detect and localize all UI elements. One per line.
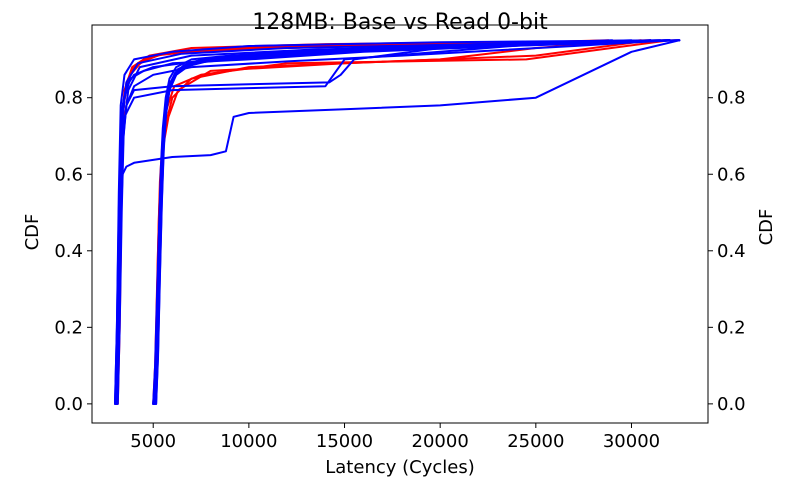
series-line-read0-19 xyxy=(155,39,633,405)
x-axis: 5000 10000 15000 20000 25000 30000 xyxy=(130,423,660,452)
series-line-read0-15 xyxy=(116,39,681,405)
x-tick-label: 5000 xyxy=(130,431,176,452)
x-tick-label: 10000 xyxy=(220,431,277,452)
series-line-base-2 xyxy=(114,39,652,405)
series-line-read0-8 xyxy=(114,39,662,405)
y-tick-label-right: 0.0 xyxy=(717,394,746,415)
x-tick-label: 30000 xyxy=(603,431,660,452)
series-line-base-6 xyxy=(153,39,671,405)
x-axis-label: Latency (Cycles) xyxy=(325,457,474,478)
y-axis-left: 0.0 0.2 0.4 0.6 0.8 xyxy=(54,88,92,415)
y-tick-label-right: 0.2 xyxy=(717,317,746,338)
series-line-base-0 xyxy=(114,39,671,405)
y-tick-label-left: 0.6 xyxy=(54,164,83,185)
series-line-read0-16 xyxy=(152,39,671,405)
y-tick-label-right: 0.4 xyxy=(717,241,746,262)
series-line-read0-22 xyxy=(154,39,671,405)
series-line-read0-25 xyxy=(153,39,681,405)
y-tick-label-right: 0.8 xyxy=(717,88,746,109)
series-line-read0-12 xyxy=(115,39,671,405)
series-line-read0-13 xyxy=(114,39,681,405)
x-tick-label: 20000 xyxy=(412,431,469,452)
series-line-read0-10 xyxy=(114,39,671,405)
plot-frame xyxy=(91,24,709,424)
y-axis-label-left: CDF xyxy=(22,214,43,251)
series-line-read0-11 xyxy=(114,39,681,405)
series-line-read0-9 xyxy=(115,39,614,405)
series-line-read0-20 xyxy=(152,39,681,405)
series-line-read0-18 xyxy=(154,39,671,405)
series-line-read0-14 xyxy=(115,39,671,405)
series-line-base-5 xyxy=(154,39,652,405)
series-line-read0-24 xyxy=(152,39,652,405)
series-line-read0-21 xyxy=(153,39,662,405)
series-line-read0-7 xyxy=(114,39,671,405)
y-axis-label-right: CDF xyxy=(756,209,777,246)
y-tick-label-left: 0.4 xyxy=(54,241,83,262)
series-line-base-3 xyxy=(116,39,681,405)
series-line-read0-17 xyxy=(153,39,652,405)
series-line-read0-23 xyxy=(155,39,671,405)
y-tick-label-left: 0.2 xyxy=(54,317,83,338)
series-layer xyxy=(114,39,681,405)
series-line-base-1 xyxy=(115,39,610,405)
x-tick-label: 25000 xyxy=(507,431,564,452)
y-tick-label-left: 0.0 xyxy=(54,394,83,415)
chart-title: 128MB: Base vs Read 0-bit xyxy=(252,10,548,35)
series-line-base-4 xyxy=(152,39,642,405)
y-tick-label-left: 0.8 xyxy=(54,88,83,109)
x-tick-label: 15000 xyxy=(316,431,373,452)
y-tick-label-right: 0.6 xyxy=(717,164,746,185)
y-axis-right: 0.0 0.2 0.4 0.6 0.8 xyxy=(708,88,746,415)
